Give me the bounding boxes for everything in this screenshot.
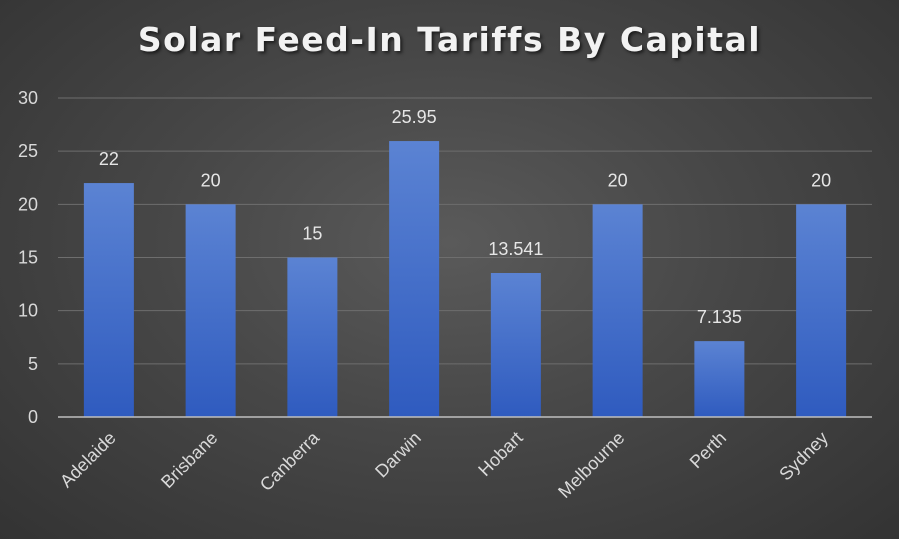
y-tick-label: 5 xyxy=(28,354,38,374)
y-tick-label: 10 xyxy=(18,301,38,321)
chart-title: Solar Feed-In Tariffs By Capital xyxy=(137,20,762,59)
gridlines xyxy=(58,97,872,365)
data-label: 13.541 xyxy=(488,239,543,259)
data-label: 20 xyxy=(608,170,628,190)
bar-adelaide xyxy=(83,183,134,417)
x-tick-label: Melbourne xyxy=(554,428,628,502)
bar-hobart xyxy=(490,273,541,417)
data-label: 7.135 xyxy=(697,307,742,327)
bars xyxy=(83,141,847,417)
bar-perth xyxy=(694,341,745,417)
x-tick-label: Sydney xyxy=(775,428,832,485)
y-tick-label: 15 xyxy=(18,248,38,268)
bar-sydney xyxy=(796,204,847,417)
x-tick-label: Darwin xyxy=(371,428,425,482)
bar-melbourne xyxy=(592,204,643,417)
y-tick-label: 0 xyxy=(28,407,38,427)
data-label: 22 xyxy=(99,149,119,169)
y-tick-label: 30 xyxy=(18,88,38,108)
bar-canberra xyxy=(287,257,338,417)
x-tick-label: Hobart xyxy=(474,428,526,480)
bar-darwin xyxy=(389,141,440,417)
data-label: 25.95 xyxy=(392,107,437,127)
x-tick-label: Brisbane xyxy=(157,428,221,492)
x-tick-label: Perth xyxy=(686,428,731,473)
x-tick-label: Canberra xyxy=(256,427,324,495)
data-label: 15 xyxy=(302,224,322,244)
x-tick-label: Adelaide xyxy=(56,428,120,492)
bar-brisbane xyxy=(185,204,236,417)
y-tick-label: 20 xyxy=(18,194,38,214)
data-label: 20 xyxy=(201,170,221,190)
y-tick-label: 25 xyxy=(18,141,38,161)
data-label: 20 xyxy=(811,170,831,190)
